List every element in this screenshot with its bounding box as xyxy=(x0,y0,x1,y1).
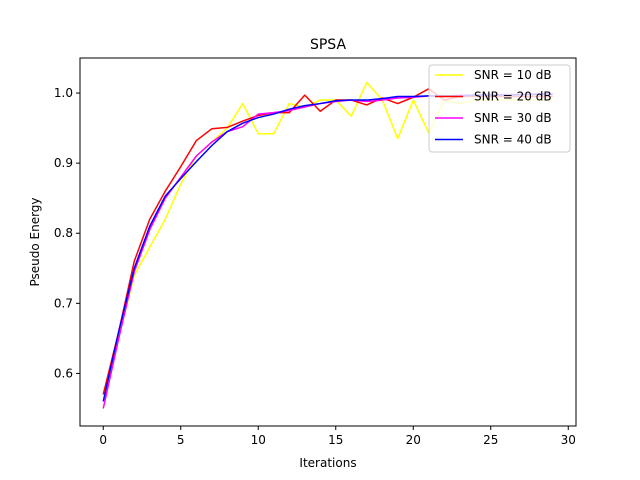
y-tick-label: 0.7 xyxy=(54,296,73,310)
x-tick-label: 30 xyxy=(561,433,576,447)
legend-label-3: SNR = 40 dB xyxy=(474,133,552,147)
y-tick-label: 0.9 xyxy=(54,156,73,170)
x-tick-label: 25 xyxy=(483,433,498,447)
chart-title: SPSA xyxy=(310,37,346,53)
legend-label-1: SNR = 20 dB xyxy=(474,90,552,104)
legend-label-2: SNR = 30 dB xyxy=(474,111,552,125)
y-tick-label: 0.6 xyxy=(54,366,73,380)
legend: SNR = 10 dB SNR = 20 dB SNR = 30 dB SNR = 4… xyxy=(428,64,571,153)
y-axis-label: Pseudo Energy xyxy=(28,197,42,286)
legend-label-0: SNR = 10 dB xyxy=(474,68,552,82)
x-tick-label: 0 xyxy=(99,433,107,447)
x-tick-label: 5 xyxy=(177,433,185,447)
y-tick-label: 1.0 xyxy=(54,86,73,100)
x-tick-label: 15 xyxy=(328,433,343,447)
y-tick-label: 0.8 xyxy=(54,226,73,240)
x-tick-label: 10 xyxy=(251,433,266,447)
y-axis-ticks: 0.6 0.7 0.8 0.9 1.0 xyxy=(54,86,80,380)
legend-box xyxy=(428,64,571,153)
plot-frame xyxy=(79,57,577,427)
x-axis-ticks: 0 5 10 15 20 25 30 xyxy=(99,426,576,447)
x-axis-label: Iterations xyxy=(299,456,356,470)
x-tick-label: 20 xyxy=(406,433,421,447)
